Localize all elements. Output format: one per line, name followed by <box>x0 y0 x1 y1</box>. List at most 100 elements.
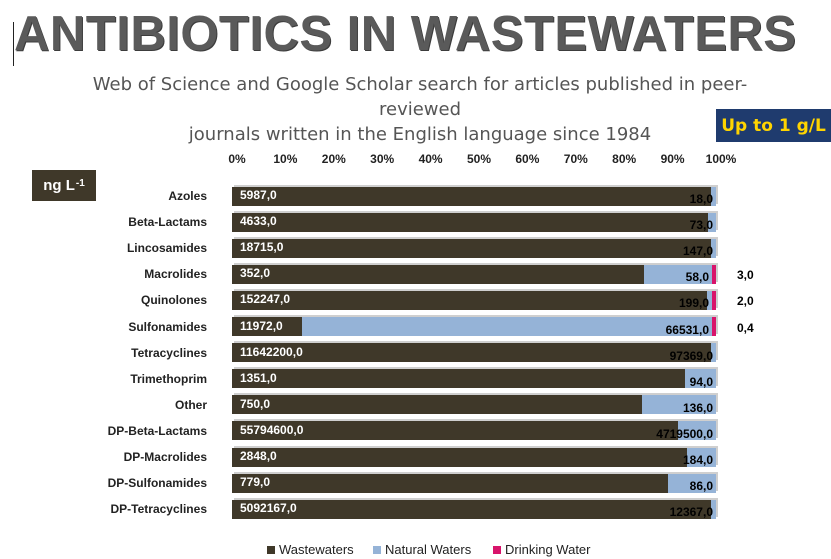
x-tick-label: 100% <box>705 152 737 166</box>
bar-row <box>232 186 716 206</box>
drinking-water-value-label: 2,0 <box>737 294 754 309</box>
drinking-water-segment <box>712 290 716 310</box>
category-label: DP-Tetracyclines <box>110 502 208 517</box>
category-label: Tetracyclines <box>131 345 207 360</box>
wastewaters-value-label: 4633,0 <box>240 214 277 229</box>
bar-row <box>232 317 716 336</box>
x-tick-label: 40% <box>418 152 443 166</box>
wastewaters-segment <box>232 499 711 519</box>
x-tick-label: 30% <box>370 152 395 166</box>
category-label: Macrolides <box>144 267 207 282</box>
legend-swatch <box>267 545 275 554</box>
text-cursor <box>13 22 14 66</box>
natural-waters-value-label: 199,0 <box>678 296 709 311</box>
category-label: DP-Beta-Lactams <box>107 423 207 438</box>
wastewaters-value-label: 55794600,0 <box>240 422 304 437</box>
category-label: DP-Macrolides <box>123 450 207 464</box>
x-tick-label: 80% <box>612 152 637 166</box>
category-label: Lincosamides <box>126 241 207 256</box>
legend-item: Wastewaters <box>267 542 354 557</box>
wastewaters-segment <box>232 238 711 258</box>
unit-exponent: -1 <box>75 178 85 189</box>
natural-waters-segment <box>711 186 716 206</box>
bar-row <box>232 212 716 232</box>
natural-waters-segment <box>686 447 716 467</box>
natural-waters-value-label: 58,0 <box>685 270 709 285</box>
chart-subtitle: Web of Science and Google Scholar search… <box>60 72 780 147</box>
unit-label: ng L -1 <box>32 170 96 201</box>
subtitle-line-2: journals written in the English language… <box>188 124 652 145</box>
x-tick-label: 70% <box>563 152 588 166</box>
natural-waters-value-label: 18,0 <box>689 192 713 206</box>
drinking-water-value-label: 3,0 <box>737 268 754 283</box>
chart-title: ANTIBIOTICS IN WASTEWATERS <box>14 7 797 61</box>
natural-waters-segment <box>711 499 716 519</box>
natural-waters-segment <box>301 317 712 336</box>
category-label: Trimethoprim <box>130 371 207 386</box>
wastewaters-segment <box>232 212 709 232</box>
wastewaters-segment <box>232 264 645 284</box>
bar-row <box>232 499 716 519</box>
subtitle-line-1: Web of Science and Google Scholar search… <box>92 74 748 120</box>
category-label: DP-Sulfonamides <box>107 476 207 491</box>
natural-waters-segment <box>711 238 716 258</box>
x-tick-label: 10% <box>273 152 298 166</box>
natural-waters-value-label: 12367,0 <box>669 505 713 520</box>
x-tick-label: 50% <box>466 152 492 166</box>
natural-waters-segment <box>684 369 716 389</box>
wastewaters-value-label: 5092167,0 <box>240 501 297 516</box>
bar-row <box>232 264 716 284</box>
natural-waters-value-label: 4719500,0 <box>656 426 713 441</box>
category-label: Azoles <box>168 189 207 203</box>
wastewaters-value-label: 750,0 <box>240 396 271 411</box>
wastewaters-segment <box>232 447 687 467</box>
category-label: Beta-Lactams <box>128 215 207 230</box>
legend-label: Natural Waters <box>385 542 472 557</box>
drinking-water-segment <box>712 317 716 336</box>
unit-text: ng L <box>43 177 75 194</box>
natural-waters-segment <box>667 473 716 493</box>
natural-waters-value-label: 136,0 <box>682 400 713 415</box>
legend-label: Drinking Water <box>505 542 591 557</box>
wastewaters-segment <box>232 395 642 415</box>
wastewaters-segment <box>232 473 668 493</box>
natural-waters-value-label: 94,0 <box>689 374 713 389</box>
legend-item: Natural Waters <box>373 542 471 557</box>
legend-item: Drinking Water <box>493 542 590 557</box>
wastewaters-value-label: 18715,0 <box>240 240 284 255</box>
wastewaters-segment <box>232 290 707 310</box>
concentration-badge: Up to 1 g/L <box>716 109 831 142</box>
natural-waters-value-label: 86,0 <box>689 479 713 494</box>
natural-waters-value-label: 73,0 <box>689 218 713 233</box>
bar-row <box>232 238 716 258</box>
wastewaters-value-label: 11642200,0 <box>240 344 303 359</box>
category-label: Sulfonamides <box>128 319 207 334</box>
bar-row <box>232 473 716 493</box>
bar-row <box>232 447 716 467</box>
wastewaters-segment <box>232 369 685 389</box>
natural-waters-segment <box>641 395 716 415</box>
wastewaters-value-label: 779,0 <box>240 475 271 490</box>
legend-swatch <box>493 545 501 554</box>
drinking-water-value-label: 0,4 <box>737 320 754 335</box>
wastewaters-value-label: 152247,0 <box>240 292 291 307</box>
bar-row <box>232 421 716 441</box>
natural-waters-value-label: 97369,0 <box>669 348 713 363</box>
bar-row <box>232 395 716 415</box>
bar-row <box>232 290 716 310</box>
natural-waters-segment <box>708 212 716 232</box>
category-label: Other <box>174 397 207 412</box>
natural-waters-segment <box>707 290 712 310</box>
natural-waters-value-label: 184,0 <box>682 453 713 467</box>
bar-row <box>232 343 716 363</box>
x-tick-label: 20% <box>321 152 346 166</box>
x-tick-label: 60% <box>515 152 540 166</box>
legend-label: Wastewaters <box>279 542 354 557</box>
natural-waters-segment <box>711 343 716 363</box>
wastewaters-value-label: 352,0 <box>240 266 271 281</box>
wastewaters-segment <box>232 317 302 336</box>
drinking-water-segment <box>712 264 716 284</box>
x-tick-label: 0% <box>228 152 246 166</box>
wastewaters-value-label: 5987,0 <box>240 188 277 202</box>
wastewaters-segment <box>232 421 679 441</box>
